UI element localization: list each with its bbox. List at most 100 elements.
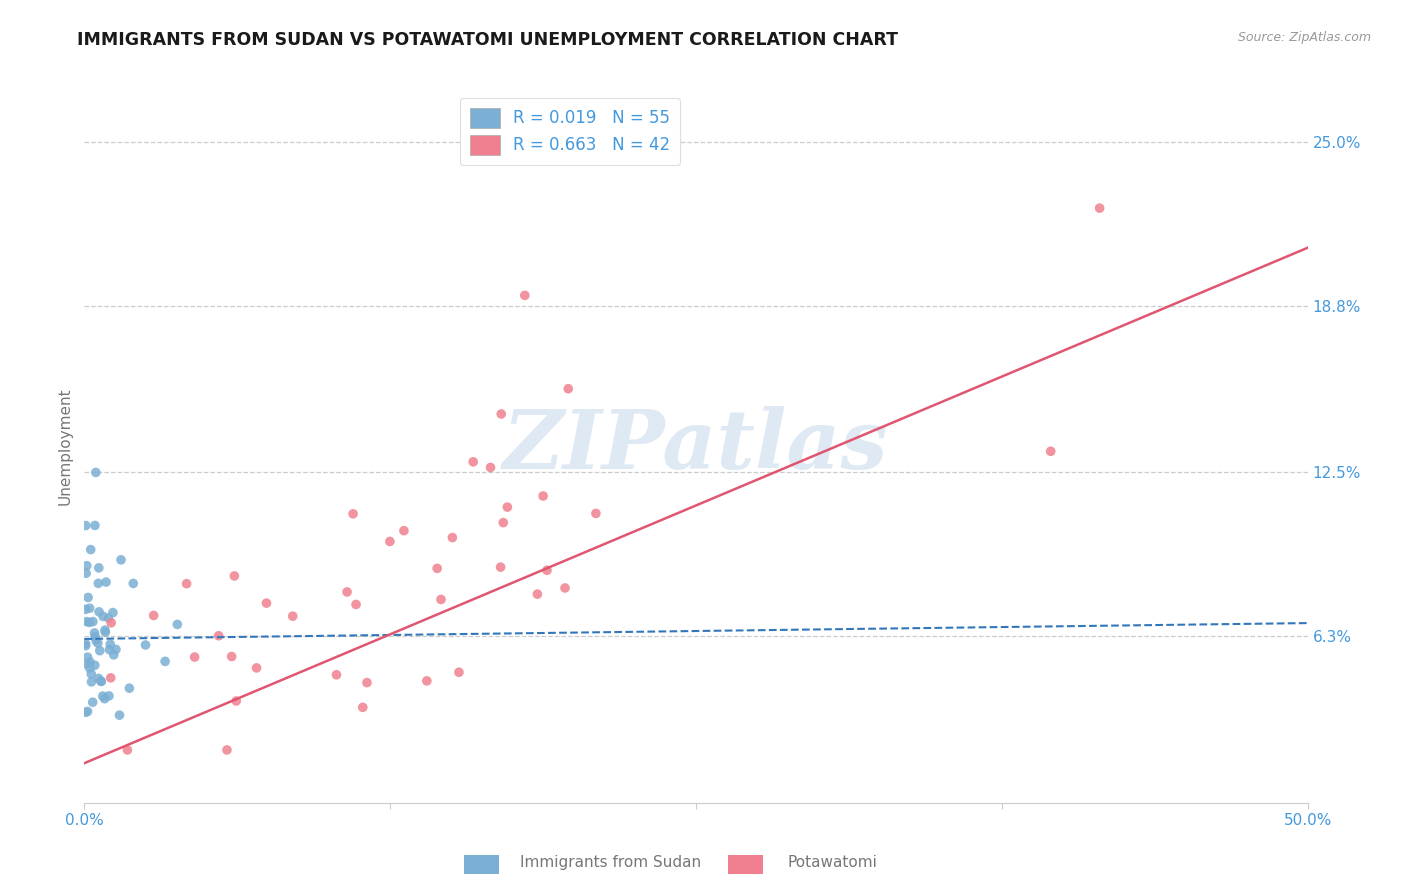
- Point: [536, 563, 558, 577]
- Point: [98, 642, 121, 657]
- Point: [256, 596, 278, 610]
- Point: [82, 695, 104, 709]
- Point: [75, 566, 97, 581]
- Y-axis label: Unemployment: Unemployment: [58, 387, 73, 505]
- Point: [83, 626, 105, 640]
- Point: [90, 674, 112, 689]
- Point: [166, 617, 188, 632]
- Point: [531, 489, 554, 503]
- Point: [97, 611, 120, 625]
- Point: [76, 705, 98, 719]
- Point: [89, 643, 111, 657]
- Text: Potawatomi: Potawatomi: [787, 855, 877, 870]
- Point: [585, 507, 607, 521]
- FancyBboxPatch shape: [728, 855, 763, 874]
- Point: [479, 460, 502, 475]
- Point: [225, 694, 247, 708]
- Point: [76, 615, 98, 629]
- Point: [245, 661, 267, 675]
- Point: [103, 648, 125, 662]
- Point: [90, 674, 112, 689]
- Point: [84, 630, 107, 644]
- Point: [94, 623, 117, 637]
- Point: [87, 576, 110, 591]
- Point: [87, 605, 110, 619]
- Point: [441, 531, 464, 545]
- Point: [491, 407, 513, 421]
- Point: [98, 637, 121, 651]
- Point: [176, 576, 198, 591]
- Point: [142, 608, 165, 623]
- Point: [463, 455, 485, 469]
- Point: [79, 615, 101, 630]
- Point: [75, 706, 97, 720]
- Point: [492, 516, 515, 530]
- Point: [94, 575, 117, 590]
- Point: [80, 666, 103, 681]
- Point: [135, 638, 157, 652]
- Point: [77, 591, 100, 605]
- Point: [79, 661, 101, 675]
- Point: [183, 650, 205, 665]
- Point: [392, 524, 415, 538]
- Point: [100, 671, 122, 685]
- Point: [526, 587, 548, 601]
- Point: [215, 743, 238, 757]
- Point: [101, 606, 124, 620]
- Point: [84, 633, 107, 648]
- Point: [83, 658, 105, 673]
- Point: [557, 382, 579, 396]
- Point: [80, 674, 103, 689]
- Point: [221, 649, 243, 664]
- Point: [118, 681, 141, 696]
- Point: [1088, 201, 1111, 215]
- Point: [91, 689, 114, 703]
- Point: [75, 602, 97, 616]
- Point: [352, 700, 374, 714]
- Point: [208, 629, 231, 643]
- Point: [554, 581, 576, 595]
- Point: [342, 507, 364, 521]
- Point: [79, 601, 101, 615]
- Point: [325, 667, 347, 681]
- Text: Immigrants from Sudan: Immigrants from Sudan: [520, 855, 702, 870]
- FancyBboxPatch shape: [464, 855, 499, 874]
- Point: [76, 650, 98, 665]
- Point: [356, 675, 378, 690]
- Point: [426, 561, 449, 575]
- Point: [122, 576, 145, 591]
- Point: [100, 615, 122, 630]
- Point: [84, 466, 107, 480]
- Point: [281, 609, 304, 624]
- Point: [513, 288, 536, 302]
- Point: [110, 553, 132, 567]
- Point: [87, 636, 110, 650]
- Point: [1039, 444, 1062, 458]
- Point: [82, 615, 104, 629]
- Point: [153, 654, 176, 668]
- Point: [496, 500, 519, 514]
- Text: IMMIGRANTS FROM SUDAN VS POTAWATOMI UNEMPLOYMENT CORRELATION CHART: IMMIGRANTS FROM SUDAN VS POTAWATOMI UNEM…: [77, 31, 898, 49]
- Point: [79, 655, 101, 669]
- Point: [224, 569, 246, 583]
- Point: [378, 534, 401, 549]
- Point: [91, 609, 114, 624]
- Point: [336, 585, 359, 599]
- Point: [93, 691, 115, 706]
- Point: [87, 561, 110, 575]
- Point: [75, 636, 97, 650]
- Point: [75, 639, 97, 653]
- Point: [104, 642, 127, 657]
- Point: [489, 560, 512, 574]
- Point: [344, 598, 367, 612]
- Text: ZIPatlas: ZIPatlas: [503, 406, 889, 486]
- Point: [117, 743, 139, 757]
- Text: Source: ZipAtlas.com: Source: ZipAtlas.com: [1237, 31, 1371, 45]
- Point: [76, 657, 98, 671]
- Point: [447, 665, 470, 680]
- Point: [84, 518, 107, 533]
- Point: [97, 689, 120, 703]
- Point: [94, 625, 117, 640]
- Point: [76, 558, 98, 573]
- Point: [108, 708, 131, 723]
